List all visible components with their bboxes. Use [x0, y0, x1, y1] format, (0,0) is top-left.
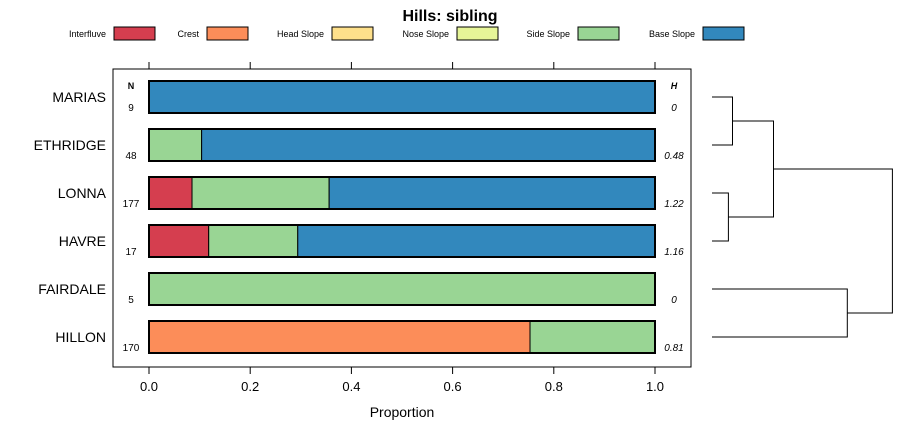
legend-label-crest: Crest [177, 29, 199, 39]
dendrogram-link [712, 96, 733, 146]
n-header: N [128, 81, 135, 91]
bar-row-havre: HAVRE 17 1.16 [59, 224, 684, 258]
legend-label-base-slope: Base Slope [649, 29, 695, 39]
x-tick-label: 0.0 [140, 379, 158, 394]
category-label: HAVRE [59, 233, 106, 249]
dendrogram [712, 96, 893, 338]
x-tick-label: 0.6 [444, 379, 462, 394]
category-label: MARIAS [52, 89, 106, 105]
h-value: 0.48 [664, 151, 684, 162]
bar-segment-base-slope [328, 176, 656, 210]
h-value: 1.22 [664, 199, 684, 210]
bar-segment-base-slope [297, 224, 656, 258]
chart-title: Hills: sibling [402, 8, 497, 25]
dendrogram-link [712, 288, 848, 338]
legend-label-side-slope: Side Slope [526, 29, 570, 39]
bar-row-hillon: HILLON 170 0.81 [55, 320, 684, 354]
n-value: 9 [128, 103, 134, 114]
h-value: 0 [671, 103, 677, 114]
legend-swatch-head-slope [331, 26, 374, 41]
category-label: FAIRDALE [38, 281, 106, 297]
x-axis-label: Proportion [370, 404, 435, 420]
n-value: 177 [123, 199, 140, 210]
dendrogram-link [773, 168, 893, 314]
bar-row-lonna: LONNA 177 1.22 [58, 176, 684, 210]
bar-segment-interfluve [148, 176, 193, 210]
legend: Interfluve Crest Head Slope Nose Slope Side … [69, 26, 745, 41]
bar-row-marias: MARIAS 9 0 [52, 80, 677, 114]
x-tick-label: 0.2 [241, 379, 259, 394]
legend-label-nose-slope: Nose Slope [402, 29, 449, 39]
h-header: H [671, 81, 678, 91]
bar-segment-side-slope [191, 176, 330, 210]
h-value: 1.16 [664, 247, 684, 258]
n-value: 170 [123, 343, 140, 354]
n-value: 17 [125, 247, 137, 258]
bar-segment-side-slope [208, 224, 299, 258]
bar-outline [148, 224, 656, 258]
legend-swatch-nose-slope [456, 26, 499, 41]
x-tick-label: 1.0 [646, 379, 664, 394]
category-label: ETHRIDGE [34, 137, 106, 153]
bar-segment-crest [148, 320, 531, 354]
x-axis: 0.0 0.2 0.4 0.6 0.8 1.0 [140, 62, 664, 394]
legend-swatch-interfluve [113, 26, 156, 41]
dendrogram-link [712, 192, 729, 242]
legend-label-head-slope: Head Slope [277, 29, 324, 39]
x-tick-label: 0.8 [545, 379, 563, 394]
bar-segment-side-slope [148, 272, 656, 306]
bar-segment-base-slope [148, 80, 656, 114]
category-label: HILLON [55, 329, 106, 345]
x-tick-label: 0.4 [342, 379, 360, 394]
bar-row-ethridge: ETHRIDGE 48 0.48 [34, 128, 684, 162]
bar-segment-base-slope [201, 128, 656, 162]
bar-outline [148, 272, 656, 306]
bar-row-fairdale: FAIRDALE 5 0 [38, 272, 677, 306]
dendrogram-link [728, 120, 774, 218]
legend-swatch-base-slope [702, 26, 745, 41]
legend-swatch-side-slope [577, 26, 620, 41]
n-value: 48 [125, 151, 137, 162]
bar-segment-interfluve [148, 224, 210, 258]
bar-outline [148, 320, 656, 354]
bar-outline [148, 80, 656, 114]
bar-segment-side-slope [529, 320, 656, 354]
h-value: 0.81 [664, 343, 683, 354]
legend-swatch-crest [206, 26, 249, 41]
h-value: 0 [671, 295, 677, 306]
bar-rows: MARIAS 9 0 ETHRIDGE 48 0.48 LONNA 177 1.22 HAVRE 1… [34, 80, 684, 354]
bar-outline [148, 176, 656, 210]
bar-segment-side-slope [148, 128, 203, 162]
n-value: 5 [128, 295, 134, 306]
plot-frame [112, 68, 692, 368]
bar-outline [148, 128, 656, 162]
category-label: LONNA [58, 185, 107, 201]
legend-label-interfluve: Interfluve [69, 29, 106, 39]
